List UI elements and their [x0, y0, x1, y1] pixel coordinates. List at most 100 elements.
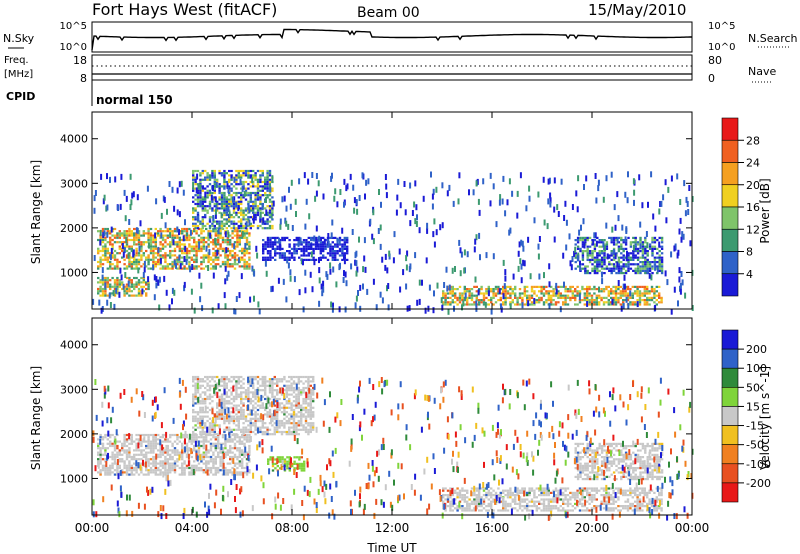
range-cell	[232, 191, 236, 195]
range-cell	[266, 430, 269, 434]
range-cell	[271, 241, 274, 244]
range-cell	[240, 176, 243, 179]
range-cell	[283, 375, 286, 379]
range-cell	[530, 288, 534, 291]
range-cell	[254, 198, 257, 201]
range-cell	[99, 260, 102, 264]
range-cell	[598, 250, 601, 253]
range-cell	[142, 252, 145, 255]
range-cell	[199, 172, 202, 175]
range-cell	[132, 191, 135, 198]
range-cell	[232, 222, 236, 225]
range-cell	[152, 258, 155, 261]
range-cell	[130, 436, 133, 439]
range-cell	[593, 285, 596, 288]
range-cell	[224, 254, 227, 257]
range-cell	[617, 285, 620, 288]
range-cell	[235, 201, 238, 208]
range-cell	[266, 406, 269, 409]
range-cell	[166, 471, 169, 474]
range-cell	[297, 406, 300, 409]
range-cell	[178, 211, 181, 218]
range-cell	[271, 433, 274, 436]
range-cell	[612, 241, 616, 244]
range-cell	[266, 252, 270, 255]
range-cell	[288, 389, 291, 392]
range-cell	[237, 393, 240, 396]
range-cell	[305, 250, 308, 253]
range-cell	[292, 419, 296, 423]
range-cell	[178, 473, 181, 476]
range-cell	[142, 254, 145, 257]
range-cell	[195, 258, 198, 261]
range-cell	[225, 222, 228, 225]
range-cell	[548, 263, 551, 270]
range-cell	[264, 375, 267, 379]
range-cell	[111, 256, 114, 259]
range-cell	[178, 243, 181, 246]
range-cell	[190, 288, 193, 295]
range-cell	[475, 299, 478, 302]
range-cell	[229, 241, 232, 244]
range-cell	[211, 426, 214, 429]
range-cell	[207, 462, 210, 465]
range-cell	[294, 198, 297, 205]
range-cell	[218, 426, 221, 429]
range-cell	[237, 380, 240, 383]
range-cell	[285, 415, 288, 418]
range-cell	[135, 447, 138, 450]
range-cell	[101, 249, 105, 253]
range-cell	[586, 288, 589, 291]
range-cell	[173, 254, 177, 257]
range-cell	[458, 294, 462, 297]
range-cell	[238, 241, 241, 244]
range-cell	[290, 382, 293, 385]
range-cell	[193, 447, 196, 450]
range-cell	[184, 219, 186, 226]
range-cell	[185, 230, 189, 233]
range-cell	[440, 297, 443, 304]
range-cell	[644, 263, 647, 266]
range-cell	[256, 417, 260, 420]
range-cell	[185, 249, 189, 253]
range-cell	[202, 471, 205, 474]
range-cell	[229, 455, 232, 459]
range-cell	[221, 263, 225, 266]
range-cell	[574, 246, 577, 253]
range-cell	[204, 411, 207, 414]
range-cell	[109, 433, 112, 437]
range-cell	[266, 189, 269, 192]
range-cell	[140, 234, 143, 237]
range-cell	[121, 243, 124, 249]
range-cell	[178, 249, 181, 253]
range-cell	[319, 243, 322, 246]
range-cell	[194, 382, 197, 385]
range-cell	[202, 256, 205, 259]
range-cell	[135, 453, 138, 456]
range-cell	[214, 212, 217, 219]
range-cell	[159, 249, 162, 253]
range-cell	[161, 460, 165, 463]
range-cell	[133, 469, 136, 472]
range-cell	[142, 433, 145, 437]
range-cell	[228, 202, 231, 206]
range-cell	[199, 402, 202, 405]
range-cell	[206, 382, 209, 385]
range-cell	[171, 451, 174, 454]
range-cell	[408, 305, 411, 312]
range-cell	[504, 303, 507, 306]
range-cell	[584, 265, 587, 268]
range-cell	[206, 194, 209, 197]
range-cell	[226, 256, 229, 259]
range-cell	[238, 462, 241, 465]
range-cell	[310, 236, 313, 239]
range-cell	[252, 417, 255, 420]
range-cell	[641, 256, 645, 259]
range-cell	[268, 216, 272, 219]
range-cell	[656, 261, 659, 264]
range-cell	[230, 194, 233, 197]
range-cell	[327, 240, 330, 247]
range-cell	[451, 267, 454, 274]
range-cell	[137, 243, 141, 246]
range-cell	[197, 451, 201, 454]
